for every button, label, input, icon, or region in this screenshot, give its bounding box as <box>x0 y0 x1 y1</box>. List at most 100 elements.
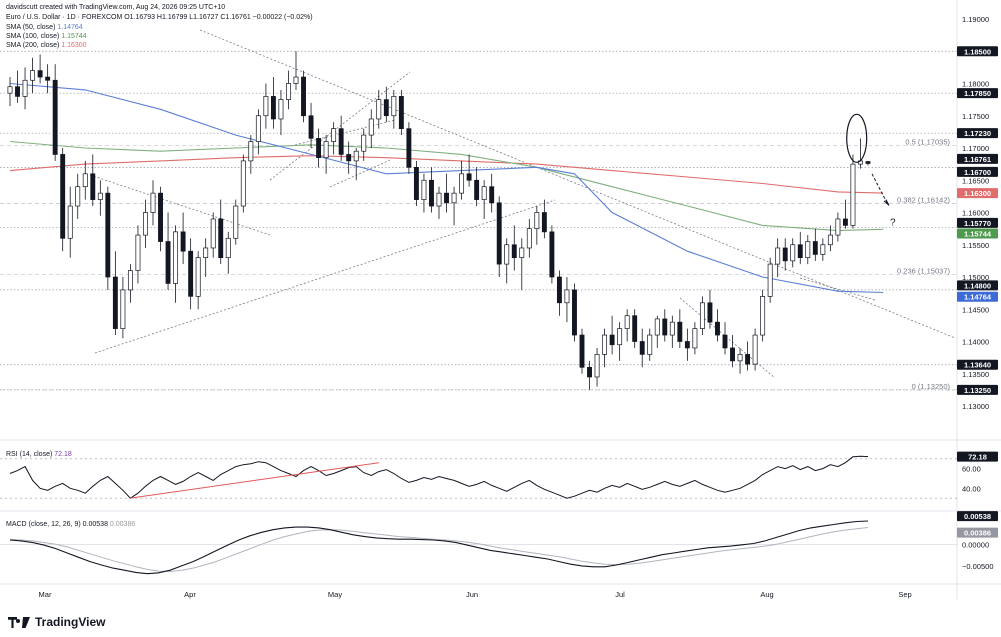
candle-down <box>444 192 449 204</box>
candle-up <box>699 302 705 329</box>
trend-lines <box>89 29 956 379</box>
candle-up <box>173 231 179 284</box>
legend-sma200-label: SMA (200, close) <box>6 42 60 49</box>
price-label-tag <box>957 280 998 291</box>
price-label-text: 1.15770 <box>964 219 991 228</box>
legend-sma50[interactable]: SMA (50, close) 1.14764 <box>6 23 83 32</box>
macd-tick-label: 0.00000 <box>962 540 989 549</box>
candle-up <box>135 234 141 271</box>
candle-down <box>730 347 735 362</box>
price-label-tag <box>957 166 998 177</box>
candle-up <box>421 179 427 200</box>
candle-up <box>481 186 487 200</box>
candle-up <box>67 205 73 239</box>
macd-legend[interactable]: MACD (close, 12, 26, 9) 0.00538 0.00386 <box>6 520 135 529</box>
price-label-text: 1.16761 <box>964 155 991 164</box>
price-label-tag <box>957 46 998 57</box>
rsi-legend[interactable]: RSI (14, close) 72.18 <box>6 450 72 459</box>
candle-down <box>346 154 352 162</box>
candle-up <box>248 141 254 162</box>
brand-name: TradingView <box>35 615 106 629</box>
candle-down <box>398 96 404 130</box>
x-tick-label: Jun <box>466 590 478 599</box>
price-label-tag <box>957 359 998 370</box>
candle-up <box>737 354 743 362</box>
candle-down <box>60 154 66 239</box>
x-tick-label: Sep <box>898 590 911 599</box>
candle-down <box>489 186 495 204</box>
macd-legend-value: 0.00538 <box>82 521 108 528</box>
candle-up <box>255 115 261 142</box>
y-tick-label: 1.17000 <box>962 144 989 153</box>
rsi-line <box>9 455 869 499</box>
candle-down <box>52 79 58 155</box>
candle-down <box>707 302 713 323</box>
trend-line <box>294 119 396 146</box>
candle-down <box>511 244 517 258</box>
annotation-question: ? <box>890 217 896 228</box>
trend-line <box>679 297 776 379</box>
candle-up <box>775 247 781 265</box>
price-label-text: 1.18500 <box>964 47 991 56</box>
price-label-text: 1.13640 <box>964 361 991 370</box>
candle-down <box>218 218 224 258</box>
price-label-tag <box>957 217 998 228</box>
symbol-line: Euro / U.S. Dollar · 1D · FOREXCOM O1.16… <box>6 14 313 21</box>
highlight-ellipse <box>846 113 868 163</box>
y-tick-label: 1.13000 <box>962 402 989 411</box>
candle-up <box>7 86 13 94</box>
macd-signal-line <box>9 527 869 573</box>
rsi-legend-value: 72.18 <box>54 451 72 458</box>
candle-up <box>286 83 291 100</box>
price-label-tag <box>957 128 998 139</box>
candle-up <box>368 118 374 136</box>
candle-up <box>617 328 623 346</box>
macd-value-tag <box>957 511 998 522</box>
candle-up <box>233 205 239 239</box>
candle-up <box>504 244 510 265</box>
candle-up <box>331 128 337 142</box>
candle-up <box>805 241 811 258</box>
candle-down <box>37 70 43 78</box>
legend-sma200[interactable]: SMA (200, close) 1.16300 <box>6 41 87 50</box>
price-label-text: 1.17230 <box>964 129 991 138</box>
candle-up <box>127 270 133 291</box>
fib-label: 0 (1.13250) <box>912 382 951 391</box>
candle-up <box>624 315 630 329</box>
price-label-tag <box>957 291 998 302</box>
candle-down <box>270 96 276 120</box>
candle-down <box>301 76 306 117</box>
candle-up <box>790 244 796 262</box>
x-tick-label: Jul <box>615 590 625 599</box>
candle-down <box>338 128 344 155</box>
candle-up <box>760 296 766 336</box>
price-label-tag <box>957 88 998 99</box>
candle-down <box>496 202 502 265</box>
fib-label: 0.382 (1.16142) <box>897 195 950 204</box>
tradingview-brand[interactable]: TradingView <box>8 615 105 629</box>
candle-down <box>90 173 96 200</box>
x-tick-label: May <box>328 590 342 599</box>
fib-label: 0.236 (1.15037) <box>897 267 950 276</box>
candle-up <box>143 212 148 236</box>
candle-down <box>165 241 171 284</box>
legend-sma100-label: SMA (100, close) <box>6 33 60 40</box>
candle-down <box>45 76 51 81</box>
legend-sma50-label: SMA (50, close) <box>6 24 56 31</box>
candle-down <box>632 315 638 342</box>
candle-up <box>436 192 442 207</box>
candle-down <box>722 334 728 349</box>
price-label-tag <box>957 384 998 395</box>
legend-sma100[interactable]: SMA (100, close) 1.15744 <box>6 32 87 41</box>
candle-up <box>278 99 284 120</box>
macd-legend-signal: 0.00386 <box>109 521 136 528</box>
candle-up <box>692 328 698 349</box>
x-tick-label: Mar <box>39 590 52 599</box>
y-tick-label: 1.17500 <box>962 112 989 121</box>
price-label-text: 1.17850 <box>964 89 991 98</box>
candle-down <box>383 99 389 117</box>
candle-down <box>812 241 818 255</box>
candle-down <box>549 231 555 278</box>
macd-title: MACD (close, 12, 26, 9) <box>6 521 81 528</box>
